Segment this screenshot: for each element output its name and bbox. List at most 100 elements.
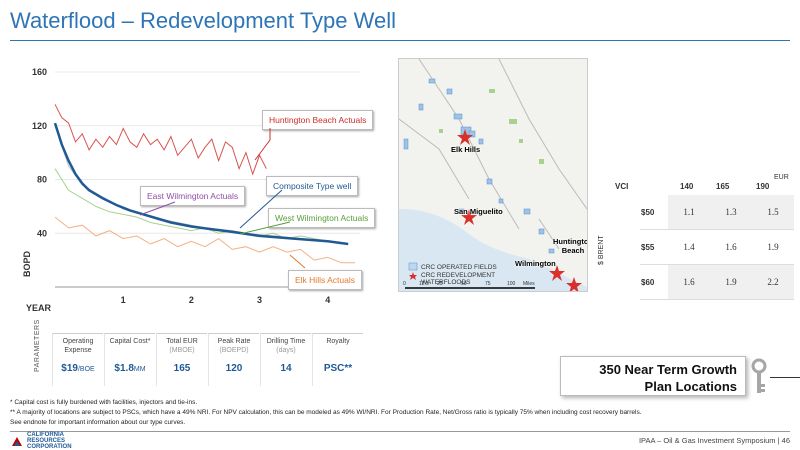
table-cell: 1.3 [710, 195, 752, 230]
param-label: Royalty [326, 338, 350, 345]
legend-swatch-star [409, 272, 417, 280]
table-row: $60 1.6 1.9 2.2 [640, 264, 794, 300]
y-tick-label: 160 [32, 67, 47, 77]
param-label: Operating Expense [62, 338, 94, 354]
page-title: Waterflood – Redevelopment Type Well [10, 8, 397, 33]
y-tick-label: 40 [37, 228, 47, 238]
series-line-west-wilmington-actuals [54, 168, 342, 245]
chart-ticks: 40 80 120 160 1 2 3 4 [32, 67, 330, 305]
callout-elk-hills: Elk Hills Actuals [288, 270, 362, 290]
param-peak-rate: Peak Rate (BOEPD) 120 [208, 333, 259, 386]
ocean [399, 209, 587, 291]
leader-west [239, 221, 291, 235]
table-row: $50 1.1 1.3 1.5 [640, 195, 794, 230]
logo-mark-icon [12, 437, 22, 446]
param-sub: (BOEPD) [219, 347, 249, 354]
callout-east-wilmington: East Wilmington Actuals [140, 186, 246, 206]
row-header: $50 [640, 195, 668, 230]
param-label: Peak Rate [217, 338, 251, 345]
logo-line-1: CALIFORNIA [27, 432, 64, 438]
param-value: 120 [225, 363, 243, 374]
legend-waterfloods: WATERFLOODS [421, 279, 471, 286]
param-sub: (MBOE) [169, 347, 195, 354]
param-drilling-time: Drilling Time (days) 14 [260, 333, 311, 386]
leader-hb [254, 128, 271, 161]
parameters-row: Operating Expense $19/BOE Capital Cost* … [52, 333, 364, 386]
table-cell: 1.5 [752, 195, 794, 230]
param-operating-expense: Operating Expense $19/BOE [52, 333, 103, 386]
scale-75: 75 [485, 281, 491, 287]
growth-leader [770, 377, 800, 378]
footer-rule [10, 431, 790, 432]
scale-100: 100 [507, 281, 516, 287]
growth-line-2: Plan Locations [644, 379, 737, 394]
title-rule [10, 40, 790, 41]
table-cell: 1.6 [668, 264, 710, 300]
series-line-elk-hills-actuals [54, 216, 355, 264]
scale-miles: Miles [523, 281, 535, 287]
y-axis-label: BOPD [22, 250, 32, 277]
col-header-140: 140 [680, 182, 694, 191]
city-elk-hills: Elk Hills [451, 145, 481, 154]
growth-line-1: 350 Near Term Growth [599, 362, 737, 377]
param-royalty: Royalty PSC** [312, 333, 363, 386]
series-line-composite-type-well [53, 122, 349, 246]
table-cell: 1.6 [710, 229, 752, 265]
operated-fields [403, 78, 555, 254]
param-capital-cost: Capital Cost* $1.8MM [104, 333, 155, 386]
city-wilmington: Wilmington [515, 259, 556, 268]
chart-series [53, 104, 355, 264]
param-unit: /BOE [77, 366, 95, 373]
callout-huntington-beach: Huntington Beach Actuals [262, 110, 374, 130]
logo-line-3: CORPORATION [27, 444, 72, 450]
redevelopment-stars [457, 129, 582, 291]
parameters-label: PARAMETERS [34, 319, 41, 372]
param-value: $1.8 [114, 363, 134, 374]
growth-callout: 350 Near Term Growth Plan Locations [560, 356, 746, 396]
sensitivity-table: $50 1.1 1.3 1.5 $55 1.4 1.6 1.9 $60 1.6 … [640, 195, 794, 300]
legend-redevelopment: CRC REDEVELOPMENT [421, 272, 496, 279]
key-icon [751, 358, 767, 393]
legend-fields: CRC OPERATED FIELDS [421, 264, 497, 271]
city-san-miguelito: San Miguelito [454, 207, 503, 216]
footnote-3: See endnote for important information ab… [10, 419, 186, 426]
california-map: Elk Hills San Miguelito Huntington Beach… [398, 58, 588, 292]
leader-east [139, 201, 176, 216]
param-value: 14 [280, 363, 292, 374]
param-label: Drilling Time [266, 338, 306, 345]
table-cell: 1.4 [668, 229, 710, 265]
callout-west-wilmington: West Wilmington Actuals [268, 208, 376, 228]
vci-label: VCI [615, 182, 629, 191]
logo-line-2: RESOURCES [27, 438, 66, 444]
eur-label: EUR [774, 174, 789, 181]
param-label: Total EUR [166, 338, 198, 345]
table-cell: 1.1 [668, 195, 710, 230]
footnote-2: ** A majority of locations are subject t… [10, 409, 642, 416]
scale-0: 0 [403, 281, 406, 287]
series-line-huntington-beach-actuals [54, 104, 267, 176]
callout-composite: Composite Type well [266, 176, 359, 196]
x-tick-label: 4 [325, 295, 330, 305]
row-header: $60 [640, 264, 668, 300]
scale-50: 50 [461, 281, 467, 287]
brent-label: $ BRENT [598, 235, 605, 265]
table-row: $55 1.4 1.6 1.9 [640, 229, 794, 265]
col-header-190: 190 [756, 182, 770, 191]
param-value: PSC** [323, 363, 353, 374]
decline-curve-chart: 40 80 120 160 1 2 3 4 BOPD YEAR [22, 67, 360, 313]
leader-elk [289, 254, 306, 269]
param-sub: (days) [276, 347, 296, 354]
param-value: $19 [61, 363, 78, 374]
table-cell: 1.9 [710, 264, 752, 300]
x-tick-label: 3 [257, 295, 262, 305]
col-header-165: 165 [716, 182, 730, 191]
x-tick-label: 1 [121, 295, 126, 305]
map-graphic [399, 59, 587, 291]
legend-swatch-fields [408, 262, 418, 271]
param-value: 165 [173, 363, 191, 374]
param-label: Capital Cost* [109, 338, 151, 345]
y-tick-label: 120 [32, 121, 47, 131]
table-cell: 2.2 [752, 264, 794, 300]
scale-25: 25 [437, 281, 443, 287]
